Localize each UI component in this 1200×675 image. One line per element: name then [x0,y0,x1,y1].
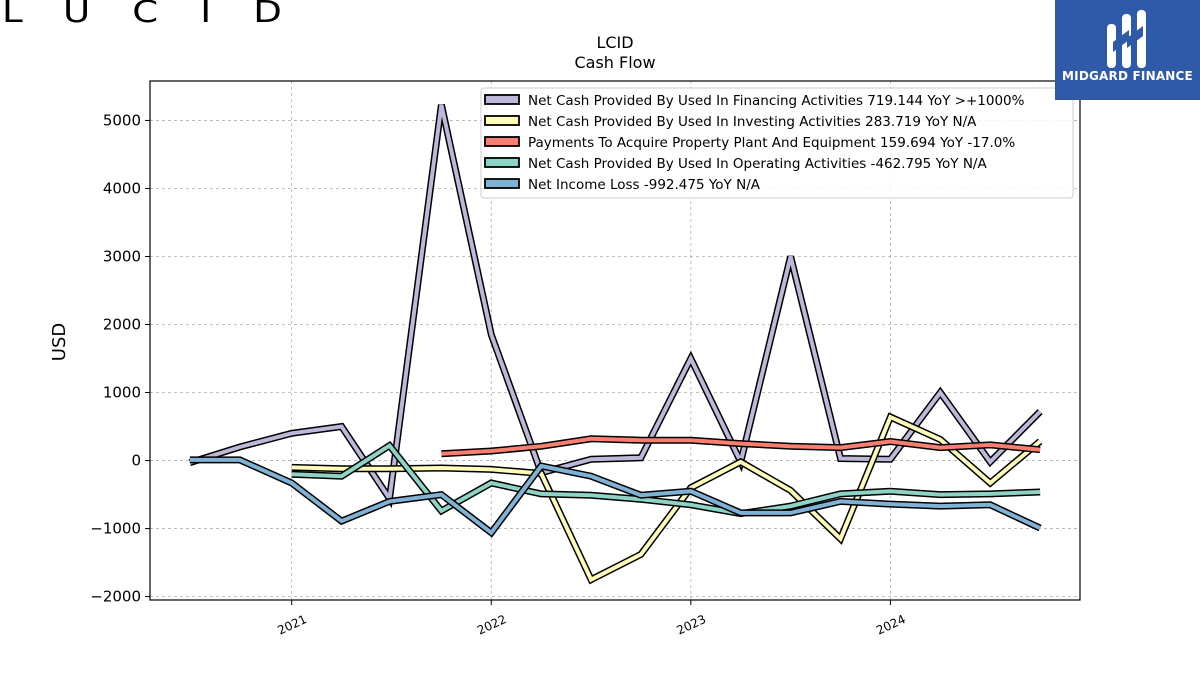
series-group [188,104,1043,585]
legend-entry-1: Net Cash Provided By Used In Investing A… [528,114,977,130]
legend-entry-4: Net Income Loss -992.475 YoY N/A [528,177,761,193]
y-tick-label: −2000 [90,588,141,606]
y-tick-label: 1000 [103,384,141,402]
lucid-logo: LUCID [2,0,324,26]
legend-entry-2: Payments To Acquire Property Plant And E… [528,135,1015,151]
lucid-logo-text: LUCID [2,0,324,26]
plot-frame [149,80,1081,601]
series-line-4 [189,457,1041,536]
x-tick-label: 2021 [275,612,309,638]
y-tick-label: 3000 [103,247,141,265]
x-tick-label: 2023 [675,612,709,638]
legend-entry-0: Net Cash Provided By Used In Financing A… [528,93,1025,109]
y-tick-label: 4000 [103,179,141,197]
y-axis-ticks: −2000 −1000 0 1000 2000 3000 4000 5000 [90,111,150,606]
y-tick-label: −1000 [90,520,141,538]
x-axis-ticks: 2021 2022 2023 2024 [275,600,908,638]
y-tick-label: 5000 [103,111,141,129]
series-line-0 [189,104,1042,505]
y-tick-label: 0 [131,452,141,470]
midgard-finance-brand: MIDGARD FINANCE [1062,69,1193,83]
legend-entry-3: Net Cash Provided By Used In Operating A… [528,156,987,172]
series-line-1 [291,414,1042,583]
legend-swatch-3 [484,157,520,168]
series-line-3 [291,442,1041,516]
x-tick-label: 2022 [475,612,509,638]
chart-title: LCID [596,33,633,52]
legend-box [480,87,1074,199]
x-tick-label: 2024 [874,612,908,638]
legend-swatch-1 [484,115,520,126]
series-line-2 [441,436,1041,456]
y-axis-label: USD [49,323,70,361]
legend-swatch-4 [484,178,520,189]
midgard-emblem-icon [1107,10,1146,68]
y-tick-label: 2000 [103,316,141,334]
legend-swatch-2 [484,136,520,147]
legend: Net Cash Provided By Used In Financing A… [480,87,1074,199]
chart-subtitle: Cash Flow [574,53,655,72]
legend-swatch-0 [484,94,520,105]
midgard-finance-logo: MIDGARD FINANCE [1055,0,1200,100]
